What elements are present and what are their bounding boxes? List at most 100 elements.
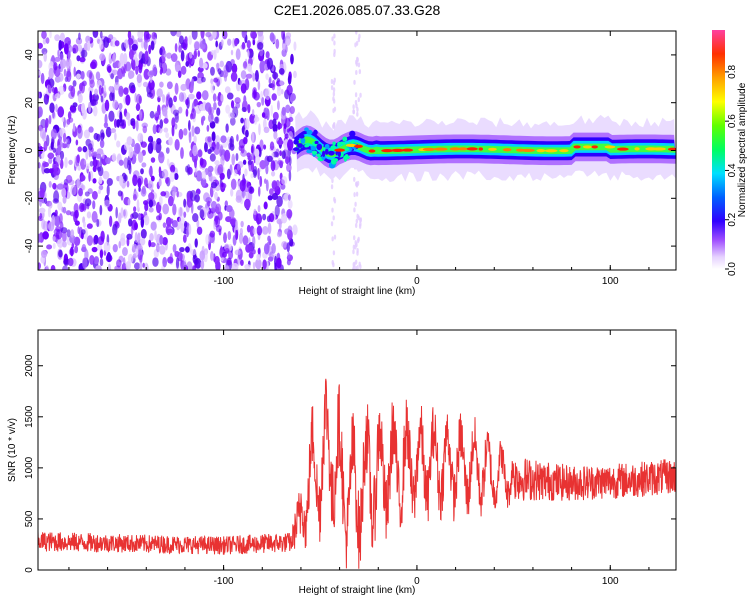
heatmap-noise-cell	[125, 112, 131, 120]
heatmap-noise-cell	[292, 224, 298, 236]
heatmap-noise-cell	[279, 150, 282, 157]
heatmap-noise-cell	[191, 108, 196, 120]
heatmap-noise-cell	[123, 209, 126, 217]
heatmap-streak-cell	[354, 92, 358, 98]
heatmap-peak-cell	[458, 147, 468, 151]
heatmap-noise-cell	[171, 117, 176, 128]
heatmap-noise-cell	[65, 175, 73, 184]
heatmap-streak-cell	[354, 201, 357, 207]
heatmap-peak-cell	[652, 147, 666, 151]
heatmap-noise-cell	[172, 203, 177, 216]
heatmap-noise-cell	[188, 131, 192, 144]
heatmap-noise-cell	[271, 243, 276, 254]
heatmap-noise-cell	[244, 264, 251, 270]
heatmap-noise-cell	[132, 121, 136, 130]
heatmap-noise-cell	[272, 71, 279, 80]
heatmap-noise-cell	[75, 155, 80, 167]
heatmap-noise-cell	[178, 92, 185, 102]
heatmap-noise-cell	[86, 223, 93, 229]
heatmap-noise-cell	[127, 118, 131, 127]
heatmap-noise-cell	[142, 125, 148, 134]
heatmap-noise-cell	[72, 102, 78, 108]
heatmap-noise-cell	[106, 251, 112, 262]
heatmap-noise-cell	[48, 67, 54, 80]
heatmap-noise-cell	[159, 81, 164, 88]
heatmap-noise-cell	[95, 71, 101, 81]
heatmap-noise-cell	[238, 139, 246, 149]
heatmap-noise-cell	[214, 160, 220, 166]
heatmap-noise-cell	[271, 79, 276, 91]
heatmap-noise-cell	[54, 93, 61, 99]
heatmap-noise-cell	[38, 162, 41, 169]
heatmap-noise-cell	[139, 238, 146, 246]
heatmap-noise-cell	[40, 72, 45, 85]
heatmap-noise-cell	[78, 82, 83, 92]
heatmap-noise-cell	[183, 128, 188, 136]
heatmap-noise-cell	[41, 31, 47, 40]
heatmap-noise-cell	[207, 136, 212, 143]
heatmap-noise-cell	[91, 210, 98, 223]
heatmap-noise-cell	[185, 246, 190, 253]
heatmap-noise-cell	[123, 39, 129, 49]
heatmap-noise-cell	[99, 129, 105, 141]
heatmap-noise-cell	[282, 193, 289, 202]
heatmap-peak-cell	[354, 144, 363, 148]
heatmap-noise-cell	[123, 174, 128, 182]
heatmap-ytick-label: -20	[24, 191, 35, 206]
heatmap-noise-cell	[252, 235, 256, 247]
heatmap-noise-cell	[143, 68, 150, 80]
heatmap-noise-cell	[59, 32, 65, 42]
heatmap-noise-cell	[120, 232, 126, 242]
colorbar-ticks: 0.0 0.2 0.4 0.6 0.8	[725, 64, 738, 276]
heatmap-noise-cell	[150, 175, 155, 182]
heatmap-noise-cell	[80, 203, 87, 211]
heatmap-noise-cell	[83, 42, 89, 52]
heatmap-noise-cell	[288, 116, 294, 123]
heatmap-noise-cell	[205, 234, 210, 246]
heatmap-noise-cell	[62, 195, 67, 204]
snr-ylabel: SNR (10 * v/v)	[7, 418, 18, 482]
heatmap-noise-cell	[221, 182, 224, 188]
heatmap-noise-cell	[89, 254, 95, 265]
heatmap-signal-cell	[343, 155, 350, 160]
heatmap-noise-cell	[86, 235, 94, 246]
heatmap-noise-cell	[268, 78, 272, 85]
heatmap-noise-cell	[238, 232, 244, 244]
heatmap-noise-cell	[199, 103, 206, 111]
heatmap-noise-cell	[43, 51, 47, 62]
heatmap-noise-cell	[76, 73, 81, 80]
heatmap-noise-cell	[244, 168, 248, 177]
heatmap-noise-cell	[276, 195, 283, 207]
heatmap-noise-cell	[170, 53, 178, 63]
colorbar-gradient	[712, 30, 725, 269]
heatmap-noise-cell	[81, 102, 86, 114]
heatmap-noise-cell	[110, 40, 113, 47]
heatmap-noise-cell	[269, 32, 275, 42]
heatmap-noise-cell	[197, 128, 200, 134]
heatmap-xtick-label: 100	[602, 276, 619, 287]
heatmap-noise-cell	[51, 214, 56, 227]
heatmap-noise-cell	[220, 154, 225, 167]
heatmap-noise-cell	[112, 69, 118, 76]
heatmap-noise-cell	[239, 227, 244, 236]
heatmap-noise-cell	[73, 66, 76, 77]
heatmap-noise-cell	[250, 31, 257, 39]
heatmap-noise-cell	[93, 132, 99, 141]
heatmap-streak-cell	[331, 36, 334, 42]
heatmap-noise-cell	[59, 150, 65, 160]
heatmap-ylabel: Frequency (Hz)	[7, 116, 18, 185]
heatmap-noise-cell	[253, 208, 257, 216]
heatmap-noise-cell	[200, 76, 206, 83]
heatmap-noise-cell	[191, 125, 195, 137]
colorbar-tick-label: 0.6	[727, 114, 738, 128]
heatmap-noise-cell	[80, 229, 86, 235]
heatmap-noise-cell	[114, 132, 117, 141]
heatmap-noise-cell	[240, 83, 247, 94]
heatmap-streak-cell	[333, 234, 337, 240]
heatmap-noise-cell	[89, 90, 93, 103]
heatmap-noise-cell	[252, 165, 258, 177]
heatmap-noise-cell	[267, 195, 273, 201]
heatmap-noise-cell	[74, 245, 79, 254]
heatmap-noise-cell	[224, 86, 231, 94]
heatmap-noise-cell	[293, 41, 297, 51]
